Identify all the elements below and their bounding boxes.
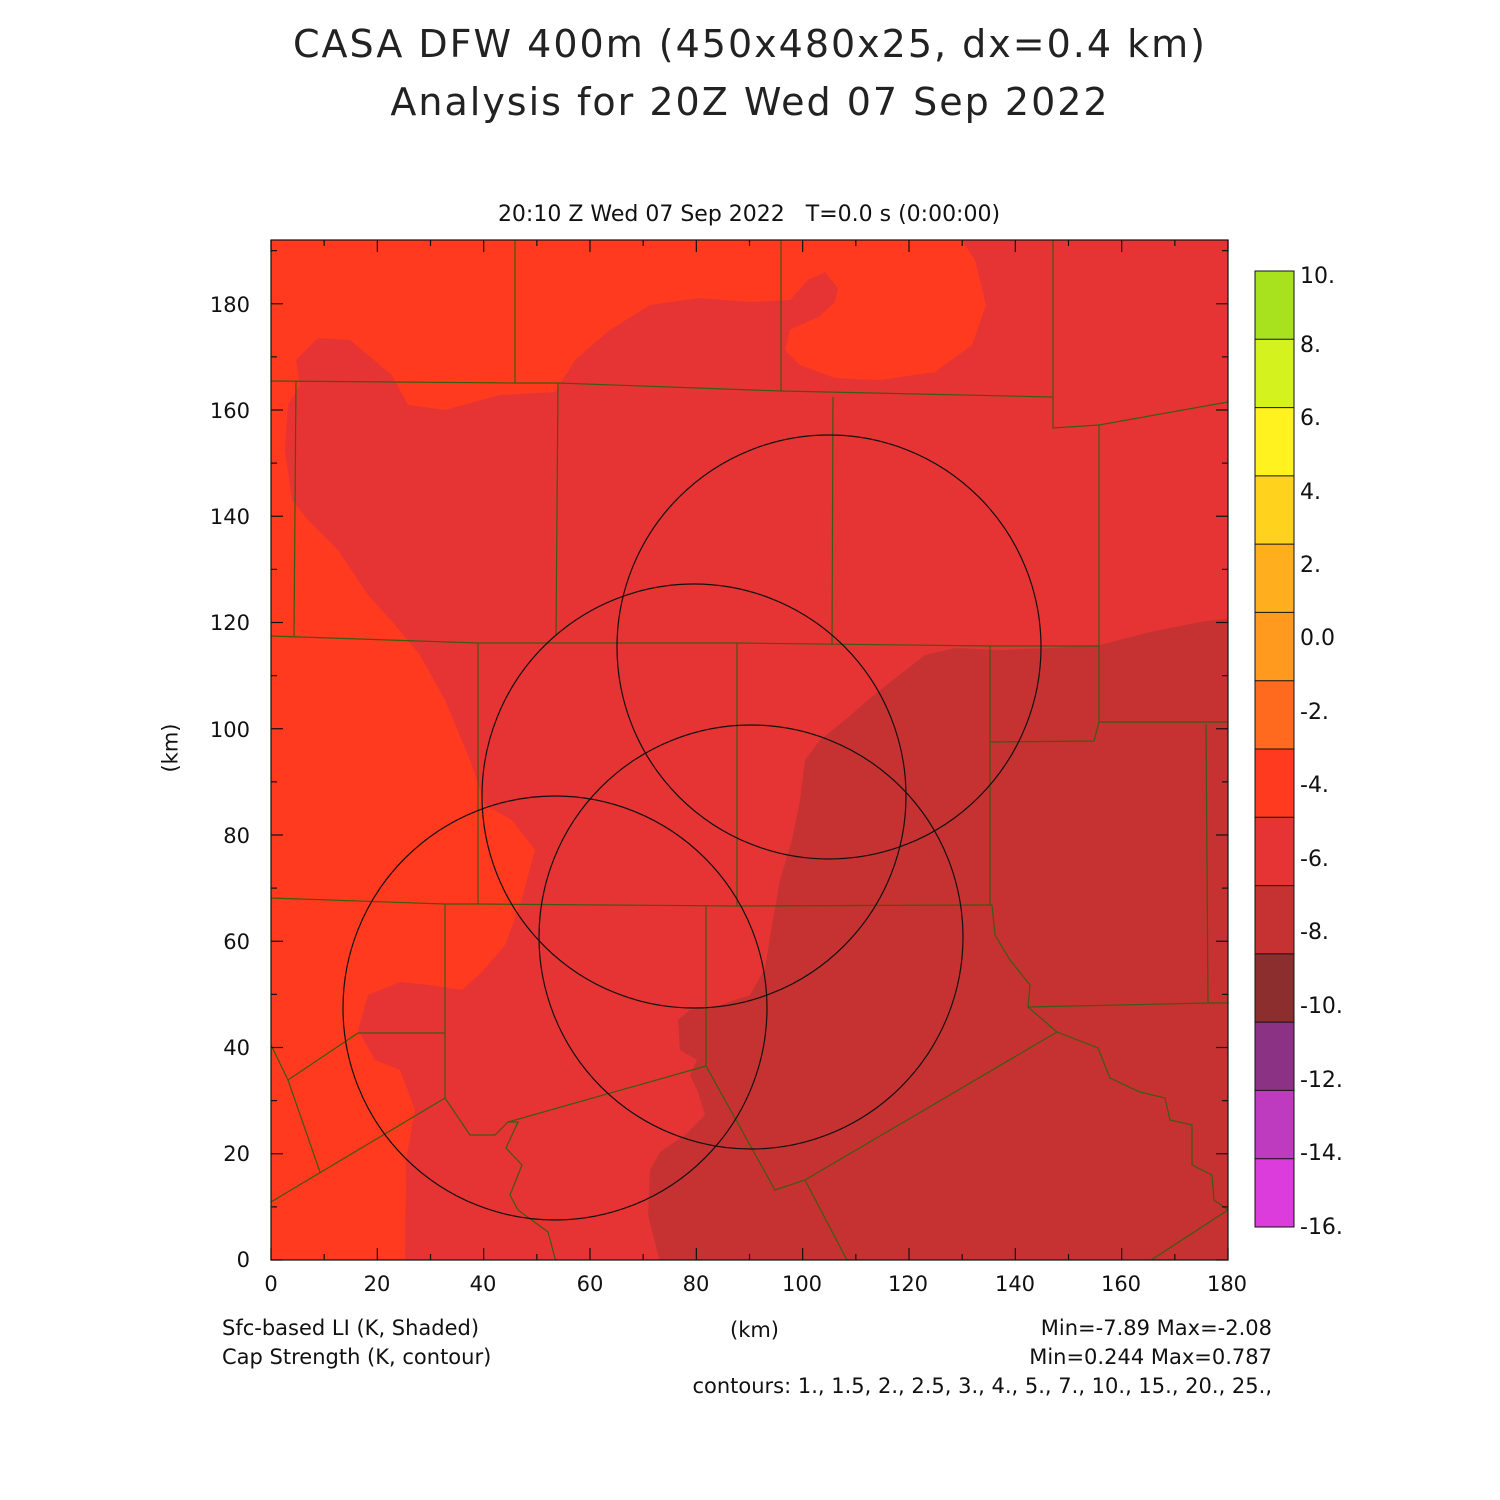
colorbar	[1254, 270, 1295, 1228]
radar-ring-4	[342, 795, 768, 1221]
y-tick-label: 100	[209, 718, 250, 742]
colorbar-label: 10.	[1300, 264, 1335, 289]
colorbar-label: 0.0	[1300, 626, 1335, 651]
x-tick-label: 100	[781, 1272, 823, 1296]
valid-time-subtitle: 20:10 Z Wed 07 Sep 2022 T=0.0 s (0:00:00…	[497, 202, 1001, 227]
colorbar-label: 6.	[1300, 406, 1321, 431]
colorbar-label: 2.	[1300, 553, 1321, 578]
shaded-field-minmax: Min=-7.89 Max=-2.08	[1040, 1316, 1272, 1340]
colorbar-swatch	[1255, 612, 1294, 681]
colorbar-label: -6.	[1300, 847, 1329, 872]
colorbar-swatch	[1255, 749, 1294, 818]
radar-ring-2	[481, 583, 907, 1009]
li-region-minus6-to-minus8	[648, 618, 1228, 1260]
x-tick-label: 40	[469, 1272, 497, 1296]
y-axis-label: (km)	[158, 723, 183, 773]
colorbar-swatch	[1255, 475, 1294, 545]
colorbar-label: -2.	[1300, 700, 1329, 725]
y-tick-label: 60	[223, 930, 250, 954]
y-tick-label: 180	[209, 293, 250, 317]
y-tick-label: 40	[223, 1036, 250, 1060]
y-tick-label: 120	[209, 611, 250, 635]
shaded-field-description: Sfc-based LI (K, Shaded)	[222, 1316, 480, 1340]
colorbar-label: 4.	[1300, 480, 1321, 505]
colorbar-frame	[1254, 270, 1295, 1228]
y-tick-label: 140	[209, 505, 250, 529]
colorbar-swatch	[1255, 1158, 1294, 1227]
x-tick-label: 180	[1206, 1272, 1248, 1296]
contour-field-description: Cap Strength (K, contour)	[222, 1345, 492, 1369]
colorbar-swatch	[1255, 817, 1294, 886]
figure-title-line-1: CASA DFW 400m (450x480x25, dx=0.4 km)	[292, 22, 1207, 66]
colorbar-label: -10.	[1300, 994, 1343, 1019]
x-tick-label: 0	[264, 1272, 278, 1296]
figure-title-line-2: Analysis for 20Z Wed 07 Sep 2022	[390, 80, 1110, 124]
y-tick-label: 20	[223, 1142, 250, 1166]
radar-range-rings	[342, 434, 1042, 1221]
colorbar-label: 8.	[1300, 333, 1321, 358]
x-tick-label: 60	[576, 1272, 604, 1296]
x-tick-label: 20	[363, 1272, 391, 1296]
x-tick-label: 140	[994, 1272, 1036, 1296]
y-tick-label: 0	[236, 1248, 250, 1272]
colorbar-swatch	[1255, 885, 1294, 954]
colorbar-swatch	[1255, 1022, 1294, 1091]
colorbar-label: -4.	[1300, 773, 1329, 798]
colorbar-swatch	[1255, 953, 1294, 1023]
x-tick-label: 160	[1100, 1272, 1142, 1296]
colorbar-swatch	[1255, 339, 1294, 408]
colorbar-swatch	[1255, 407, 1294, 476]
contour-field-minmax: Min=0.244 Max=0.787	[1029, 1345, 1272, 1369]
colorbar-swatch	[1255, 544, 1294, 613]
axis-ticks	[270, 240, 1229, 1261]
colorbar-label: -8.	[1300, 920, 1329, 945]
colorbar-label: -14.	[1300, 1141, 1343, 1166]
y-tick-label: 80	[223, 824, 250, 848]
y-tick-label: 160	[209, 399, 250, 423]
colorbar-swatch	[1255, 680, 1294, 749]
x-tick-label: 120	[887, 1272, 929, 1296]
x-axis-label: (km)	[730, 1318, 780, 1342]
colorbar-swatch	[1255, 271, 1294, 340]
colorbar-label: -12.	[1300, 1068, 1343, 1093]
radar-ring-3	[538, 724, 964, 1150]
li-shaded-field	[271, 240, 1228, 1260]
colorbar-label: -16.	[1300, 1215, 1343, 1240]
colorbar-swatch	[1255, 1090, 1294, 1159]
county-borders	[271, 240, 1228, 1260]
contour-levels-list: contours: 1., 1.5, 2., 2.5, 3., 4., 5., …	[692, 1374, 1272, 1398]
radar-ring-1	[616, 434, 1042, 860]
x-tick-label: 80	[682, 1272, 710, 1296]
